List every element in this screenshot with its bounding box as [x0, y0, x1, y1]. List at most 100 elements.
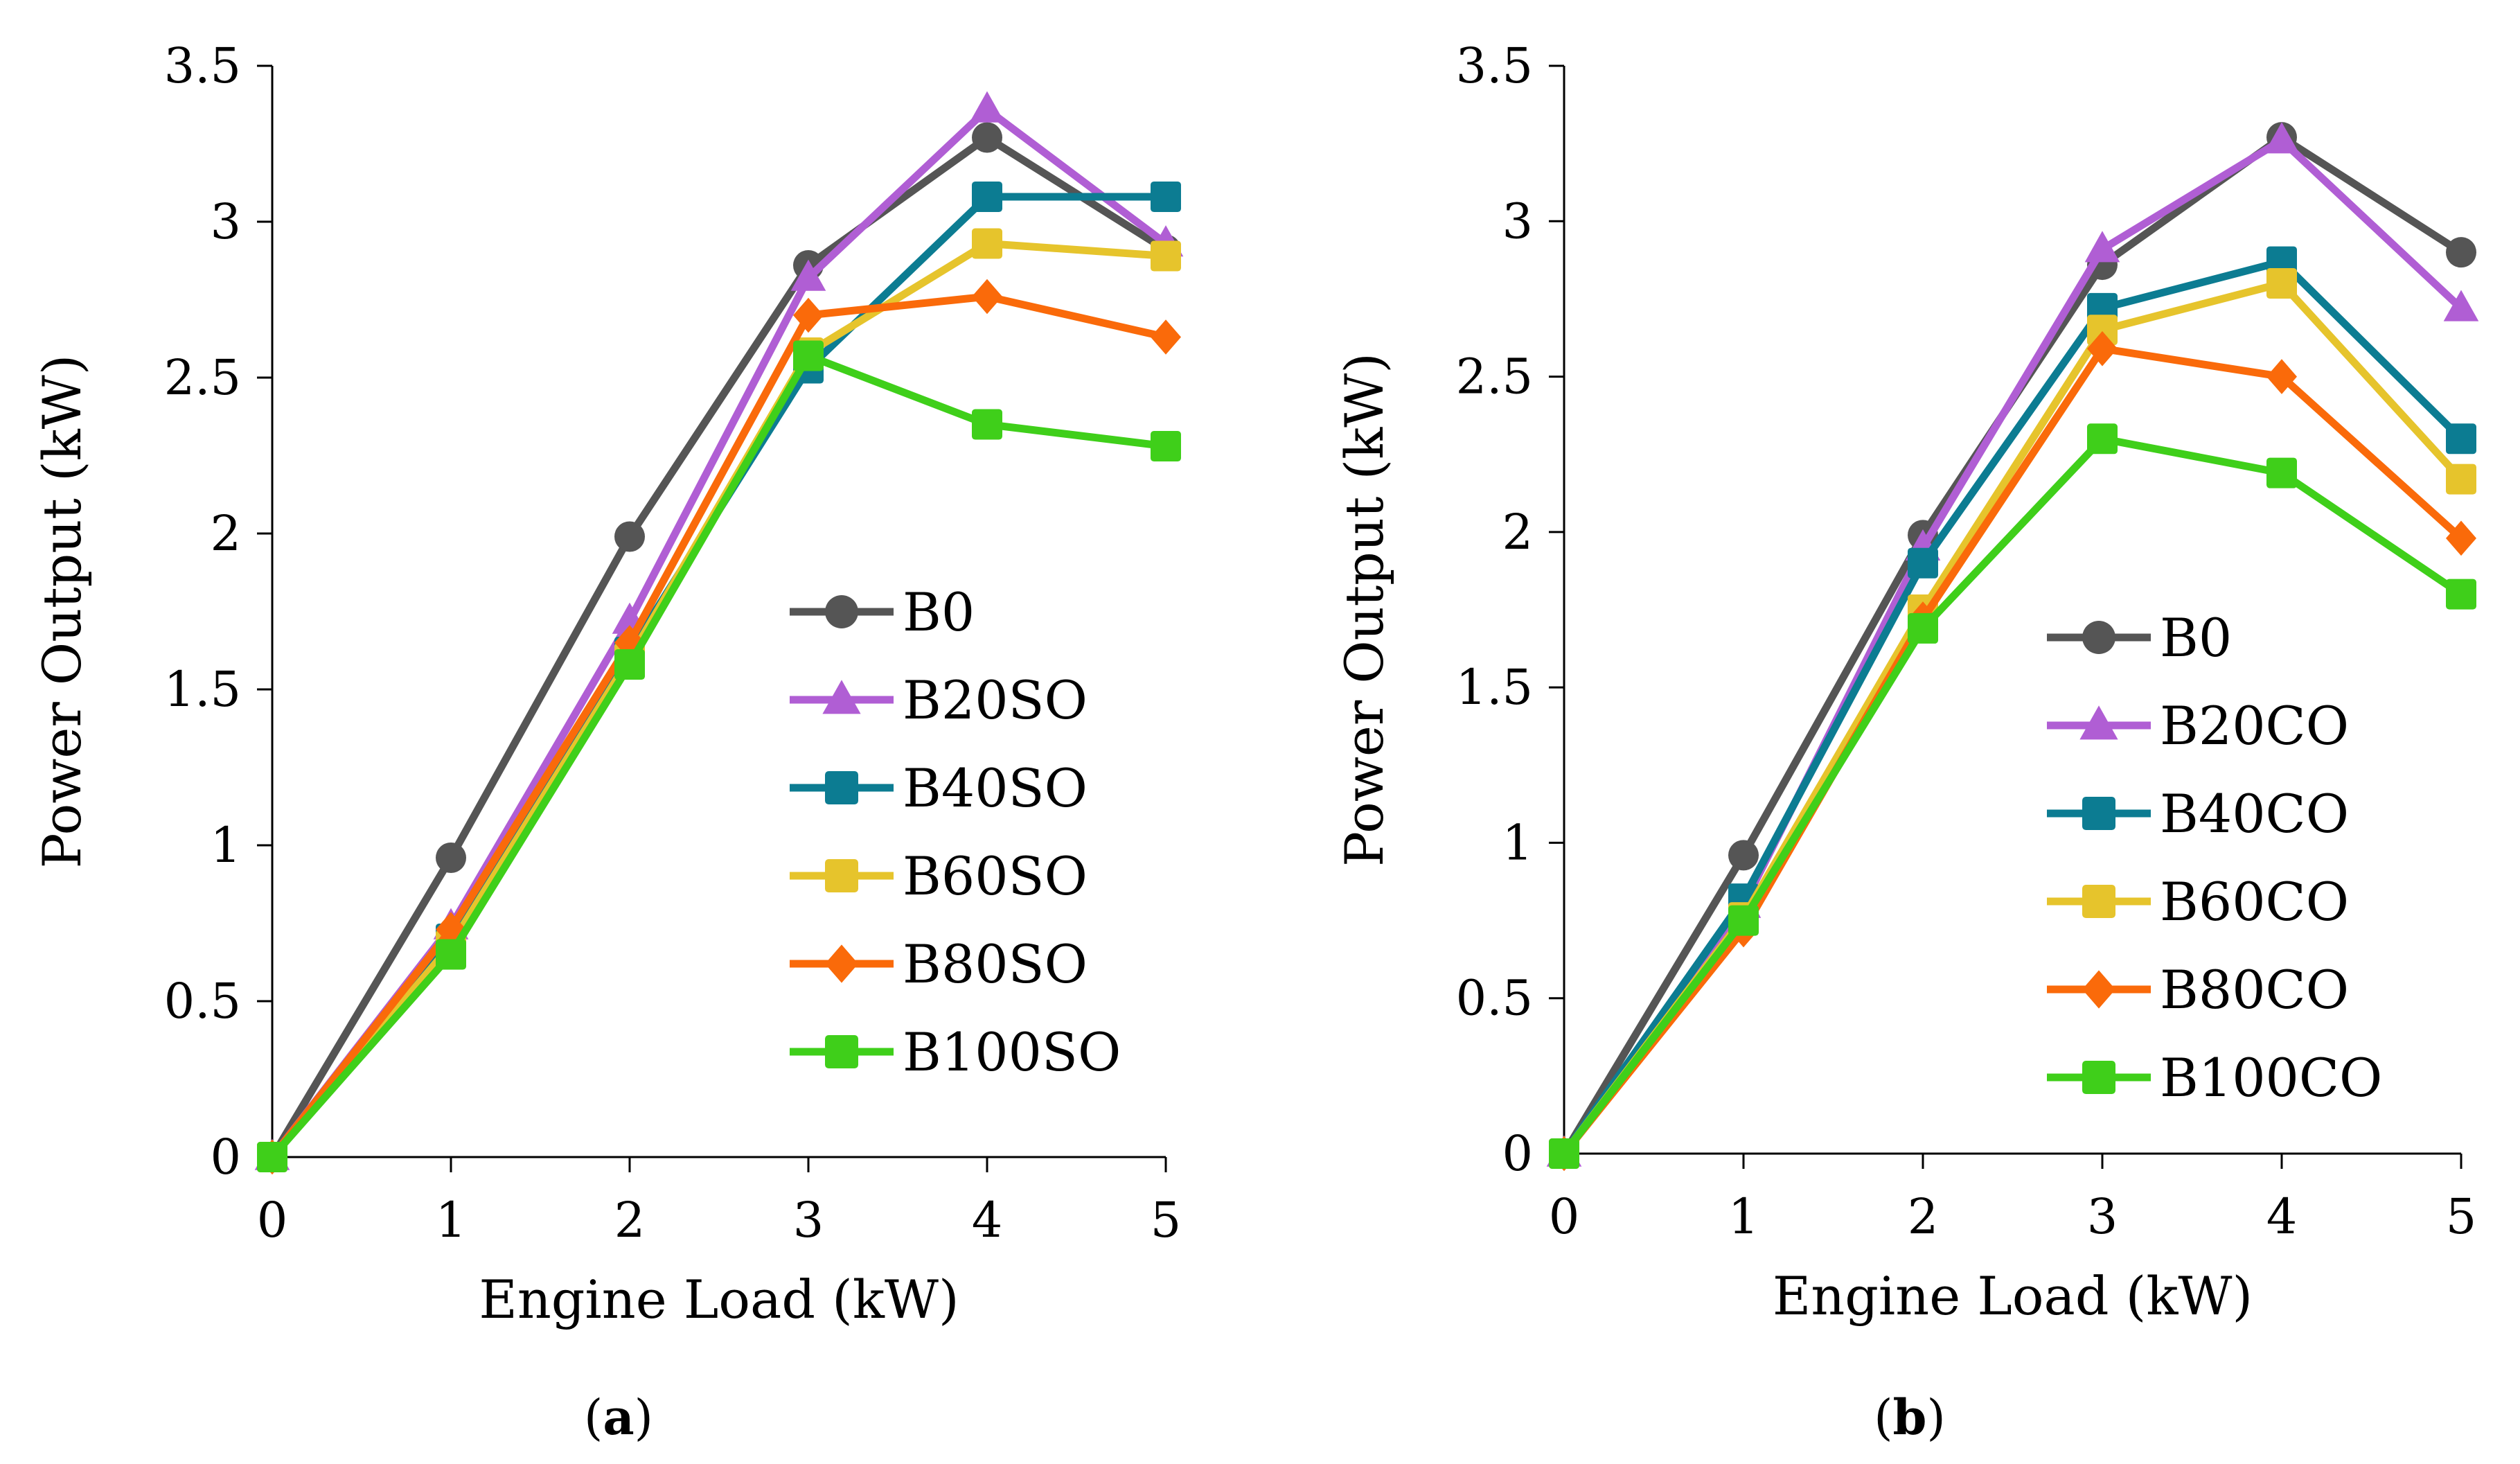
y-axis-title: Power Output (kW): [1333, 353, 1395, 867]
series-line-B100CO: [1561, 434, 2464, 1156]
x-tick-label: 0: [1549, 1188, 1580, 1245]
series-line-B80CO: [1561, 344, 2464, 1156]
data-point-B20CO: [2084, 231, 2120, 263]
caption-letter: b: [1893, 1388, 1927, 1446]
x-tick-label: 3: [793, 1192, 824, 1249]
y-tick-label: 2: [210, 505, 241, 562]
x-axis-title: Engine Load (kW): [479, 1269, 959, 1330]
legend-label: B100SO: [903, 1021, 1121, 1083]
data-point-B100CO: [1549, 1138, 1579, 1169]
x-tick-label: 2: [614, 1192, 646, 1249]
caption-close: ): [1926, 1389, 1945, 1446]
data-point-B60CO: [2446, 464, 2476, 495]
legend-marker-B80SO: [825, 944, 858, 983]
legend-marker-B20SO: [822, 680, 861, 714]
y-tick-label: 0: [210, 1129, 241, 1185]
y-tick-label: 0: [1502, 1125, 1533, 1182]
series-B100SO: [257, 340, 1181, 1172]
data-point-B60CO: [2266, 268, 2297, 299]
data-point-B60CO: [2087, 315, 2118, 346]
x-tick-label: 1: [1728, 1188, 1759, 1245]
data-point-B100CO: [2266, 457, 2297, 488]
data-point-B100CO: [1728, 905, 1759, 936]
data-point-B80CO: [2266, 359, 2297, 394]
series-line-B80SO: [269, 292, 1167, 1160]
y-axis-title: Power Output (kW): [31, 355, 93, 869]
panel-caption: (a): [584, 1388, 653, 1446]
data-point-B0: [972, 122, 1002, 153]
data-point-B100SO: [614, 649, 645, 680]
legend-label: B80CO: [2160, 959, 2349, 1021]
data-point-B100CO: [2087, 423, 2118, 455]
y-tick-label: 3.5: [164, 37, 241, 94]
x-tick-label: 4: [2266, 1188, 2298, 1245]
legend-label: B40CO: [2160, 783, 2349, 845]
y-tick-label: 3: [210, 193, 241, 250]
chart-panel-a: 0 0.5 1 1.5 2 2.5 3 3.5 0 1 2 3 4 5 Engine Load (kW) Po…: [31, 37, 1184, 1446]
data-point-B100SO: [793, 340, 824, 371]
legend-marker-B60SO: [825, 859, 858, 892]
data-point-B0: [1728, 840, 1759, 871]
caption-close: ): [635, 1389, 653, 1446]
legend: B0 B20SO B40SO B60SO B80SO B100SO: [790, 581, 1121, 1083]
data-point-B60SO: [1151, 240, 1181, 272]
x-tick-label: 4: [972, 1192, 1003, 1249]
caption-open: (: [1874, 1389, 1892, 1446]
legend-marker-B0: [825, 595, 858, 628]
data-point-B40CO: [2446, 423, 2476, 455]
legend-label: B0: [903, 581, 975, 643]
y-tick-label: 0.5: [1456, 970, 1533, 1027]
y-tick-label: 2.5: [164, 349, 241, 406]
series-line-B0: [269, 134, 1168, 1159]
data-point-B100CO: [2446, 579, 2476, 610]
legend-label: B60SO: [903, 845, 1088, 907]
panel-caption: (b): [1874, 1388, 1946, 1446]
data-point-B80SO: [614, 625, 645, 660]
data-point-B80SO: [972, 279, 1002, 315]
data-point-B80CO: [2087, 330, 2118, 367]
series-line-B100SO: [269, 352, 1166, 1160]
chart-panel-b: 0 0.5 1 1.5 2 2.5 3 3.5 0 1 2 3 4 5 Engine Load (kW) Po…: [1333, 37, 2479, 1446]
data-point-B100SO: [257, 1142, 287, 1172]
legend-marker-B20CO: [2079, 705, 2118, 740]
legend-marker-B40SO: [825, 771, 858, 804]
data-point-B60SO: [972, 228, 1002, 259]
data-point-B100SO: [436, 939, 466, 970]
y-tick-label: 2: [1502, 504, 1533, 561]
legend-marker-B100SO: [825, 1035, 858, 1068]
legend-marker-B100CO: [2082, 1061, 2115, 1094]
data-point-B40CO: [1908, 547, 1938, 579]
y-tick-label: 1.5: [164, 661, 241, 718]
data-point-B100SO: [972, 409, 1002, 440]
caption-open: (: [584, 1389, 603, 1446]
data-point-B80SO: [1151, 319, 1181, 355]
data-point-B40SO: [1151, 182, 1181, 212]
y-tick-label: 3.5: [1456, 37, 1533, 94]
data-point-B0: [614, 521, 645, 552]
y-tick-label: 3: [1502, 193, 1533, 249]
series-line-B40CO: [1561, 258, 2464, 1156]
x-axis-title: Engine Load (kW): [1773, 1265, 2253, 1327]
y-tick-label: 0.5: [164, 973, 241, 1030]
series-B100CO: [1549, 423, 2476, 1169]
y-tick-label: 2.5: [1456, 349, 1533, 405]
x-tick-label: 1: [436, 1192, 467, 1249]
legend: B0 B20CO B40CO B60CO B80CO B100CO: [2047, 607, 2382, 1109]
data-point-B40SO: [972, 182, 1002, 212]
legend-label: B0: [2160, 607, 2232, 669]
y-tick-label: 1.5: [1456, 659, 1533, 716]
legend-label: B80SO: [903, 933, 1088, 995]
data-point-B100SO: [1151, 431, 1181, 461]
x-tick-label: 5: [1151, 1192, 1182, 1249]
data-point-B0: [2446, 237, 2476, 268]
legend-marker-B40CO: [2082, 797, 2115, 830]
data-point-B20SO: [790, 259, 826, 291]
data-point-B20SO: [969, 91, 1005, 123]
legend-label: B100CO: [2160, 1047, 2382, 1109]
legend-marker-B0: [2082, 621, 2115, 654]
data-point-B80SO: [793, 297, 824, 333]
y-tick-label: 1: [1502, 814, 1533, 871]
x-tick-label: 2: [1908, 1188, 1939, 1245]
legend-label: B20CO: [2160, 695, 2349, 757]
